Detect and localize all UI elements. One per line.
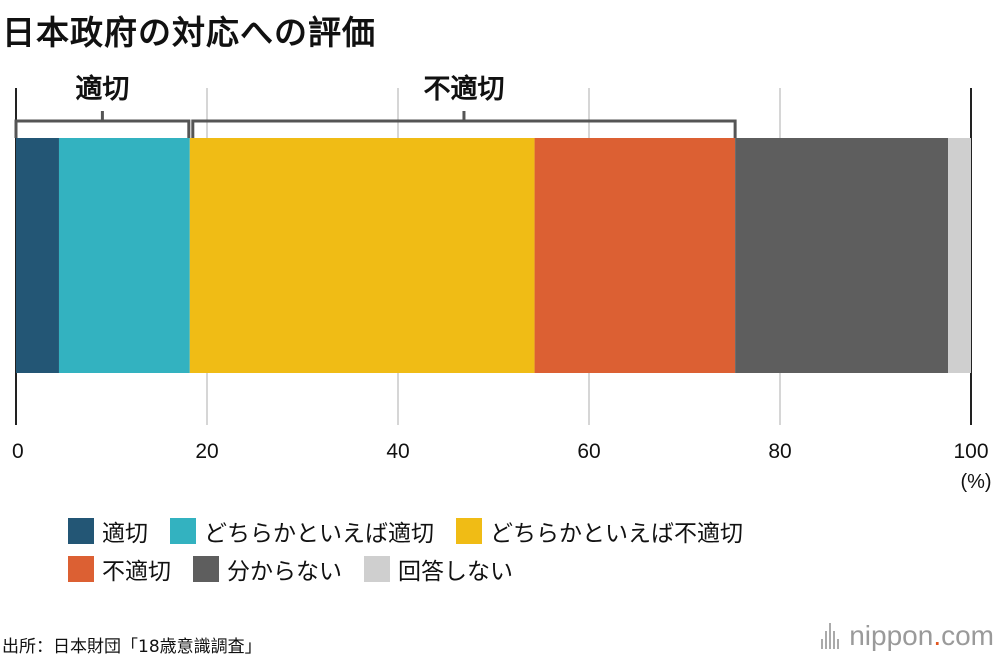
legend-label: 回答しない <box>398 559 513 585</box>
brand-bars-icon <box>821 623 841 649</box>
source-note: 出所：日本財団「18歳意識調査」 <box>2 637 262 657</box>
legend-label: 分からない <box>227 559 342 585</box>
x-tick-label: 40 <box>386 440 409 463</box>
brackets: 適切 不適切 <box>14 73 737 138</box>
legend-item: どちらかといえば適切 <box>170 514 434 548</box>
x-tick-label: 60 <box>577 440 600 463</box>
legend-swatch <box>193 556 219 582</box>
legend-label: どちらかといえば不適切 <box>490 521 743 547</box>
legend-item: どちらかといえば不適切 <box>456 514 743 548</box>
legend-swatch <box>364 556 390 582</box>
legend-item: 回答しない <box>364 552 513 586</box>
bracket-line <box>14 119 191 138</box>
brand-dot: . <box>933 620 942 651</box>
x-tick-label: 80 <box>768 440 791 463</box>
legend-label: 適切 <box>102 521 148 547</box>
brand-logo: nippon. com <box>821 620 994 652</box>
x-tick-label: 100 <box>953 440 988 463</box>
legend-swatch <box>170 518 196 544</box>
bar-segment <box>16 138 59 373</box>
bar-segment <box>58 138 190 373</box>
legend-row: 不適切 分からない 回答しない <box>68 550 968 588</box>
legend: 適切 どちらかといえば適切 どちらかといえば不適切不適切 分からない 回答しない <box>68 512 968 588</box>
legend-label: 不適切 <box>102 559 171 585</box>
stacked-bar-chart: 適切 不適切 0 20 40 60 80 100 (%) <box>12 73 992 493</box>
x-axis-ticks: 0 20 40 60 80 100 (%) <box>12 440 992 493</box>
x-axis-unit: (%) <box>960 471 991 493</box>
legend-row: 適切 どちらかといえば適切 どちらかといえば不適切 <box>68 512 968 550</box>
legend-item: 適切 <box>68 514 148 548</box>
bar-segments <box>16 138 971 373</box>
legend-item: 不適切 <box>68 552 171 586</box>
bar-segment <box>948 138 971 373</box>
bar-segment <box>189 138 535 373</box>
brand-name: nippon <box>849 620 934 651</box>
bracket-label: 不適切 <box>423 73 504 105</box>
bar-segment <box>735 138 949 373</box>
legend-item: 分からない <box>193 552 342 586</box>
x-tick-label: 20 <box>195 440 218 463</box>
x-tick-label: 0 <box>12 440 24 463</box>
legend-swatch <box>456 518 482 544</box>
bracket-label: 適切 <box>75 73 129 105</box>
brand-suffix: com <box>941 620 994 651</box>
bar-segment <box>534 138 736 373</box>
legend-swatch <box>68 518 94 544</box>
bracket-line <box>191 119 737 138</box>
legend-label: どちらかといえば適切 <box>204 521 434 547</box>
legend-swatch <box>68 556 94 582</box>
chart-title: 日本政府の対応への評価 <box>2 13 376 52</box>
